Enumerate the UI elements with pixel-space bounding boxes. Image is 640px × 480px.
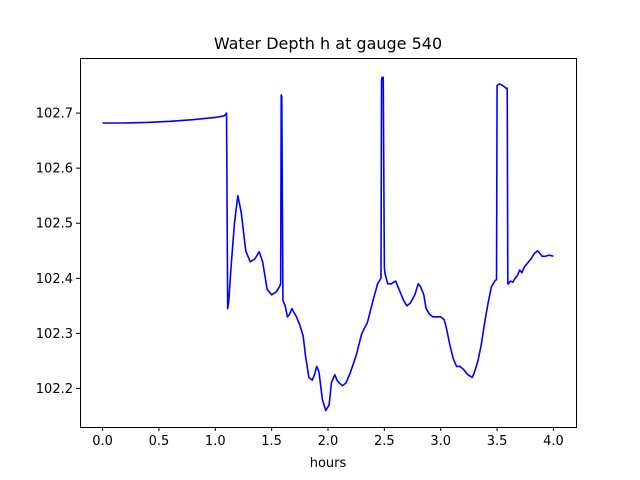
- y-tick-label: 102.5: [36, 217, 73, 232]
- x-tick-label: 3.5: [487, 434, 508, 449]
- y-axis: 102.2 102.3 102.4 102.5 102.6 102.7: [36, 107, 80, 397]
- y-tick-label: 102.6: [36, 162, 73, 177]
- x-tick-label: 2.5: [374, 434, 395, 449]
- x-tick-label: 3.0: [430, 434, 451, 449]
- y-tick-label: 102.2: [36, 382, 73, 397]
- chart-title: Water Depth h at gauge 540: [214, 34, 442, 53]
- x-tick-label: 1.5: [261, 434, 282, 449]
- series-line-0: [102, 76, 554, 412]
- x-tick-label: 2.0: [318, 434, 339, 449]
- x-tick-label: 4.0: [543, 434, 564, 449]
- x-tick-label: 0.5: [149, 434, 170, 449]
- x-axis: 0.0 0.5 1.0 1.5 2.0 2.5 3.0 3.5 4.0: [92, 427, 564, 449]
- x-tick-label: 0.0: [92, 434, 113, 449]
- series-layer: [102, 76, 554, 412]
- x-axis-label: hours: [310, 456, 347, 471]
- y-tick-label: 102.3: [36, 327, 73, 342]
- y-tick-label: 102.7: [36, 107, 73, 122]
- x-tick-label: 1.0: [205, 434, 226, 449]
- y-tick-label: 102.4: [36, 272, 73, 287]
